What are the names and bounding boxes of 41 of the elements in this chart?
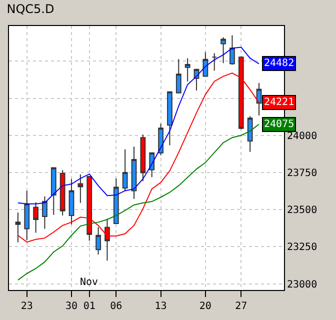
y-tick-label: 23250 [287, 242, 318, 254]
candlestick [33, 202, 38, 234]
candlestick [68, 178, 74, 225]
candlestick [78, 174, 84, 204]
data-label: 24075 [264, 119, 294, 130]
x-tick-label: 23 [20, 301, 33, 312]
candlestick [15, 212, 21, 243]
chart-title: NQC5.D [6, 2, 54, 16]
candlestick [42, 196, 48, 230]
data-label: 24482 [264, 58, 294, 69]
annotation: Nov [80, 277, 98, 288]
data-label: 24221 [264, 97, 294, 108]
candlestick [24, 190, 30, 241]
y-tick-label: 23000 [287, 279, 318, 290]
candlestick [96, 226, 101, 256]
candlestick [113, 178, 119, 224]
x-tick-label: 27 [235, 301, 248, 312]
y-tick-label: 23750 [287, 168, 318, 179]
x-tick-label: 20 [199, 301, 212, 312]
candlestick [247, 116, 253, 152]
candlestick [158, 123, 164, 156]
candlestick [184, 58, 190, 82]
y-tick-label: 24000 [287, 130, 318, 142]
candlestick [230, 34, 235, 66]
candlestick [140, 134, 146, 182]
x-tick-label: 30 [65, 301, 78, 312]
candlestick [60, 170, 66, 216]
x-tick-label: 13 [154, 301, 167, 312]
candlestick [122, 148, 128, 192]
candlestick [220, 36, 226, 64]
y-tick-label: 23500 [287, 205, 318, 216]
candlestick [202, 52, 208, 77]
candlestick [167, 90, 172, 146]
x-tick-label: 01 [83, 301, 96, 312]
candlestick [256, 82, 262, 116]
candlestick [50, 167, 56, 216]
x-tick-label: 06 [110, 301, 122, 312]
candlestick [131, 146, 137, 200]
candlestick [176, 58, 182, 94]
candlestick [212, 52, 218, 72]
line-series [17, 46, 260, 204]
